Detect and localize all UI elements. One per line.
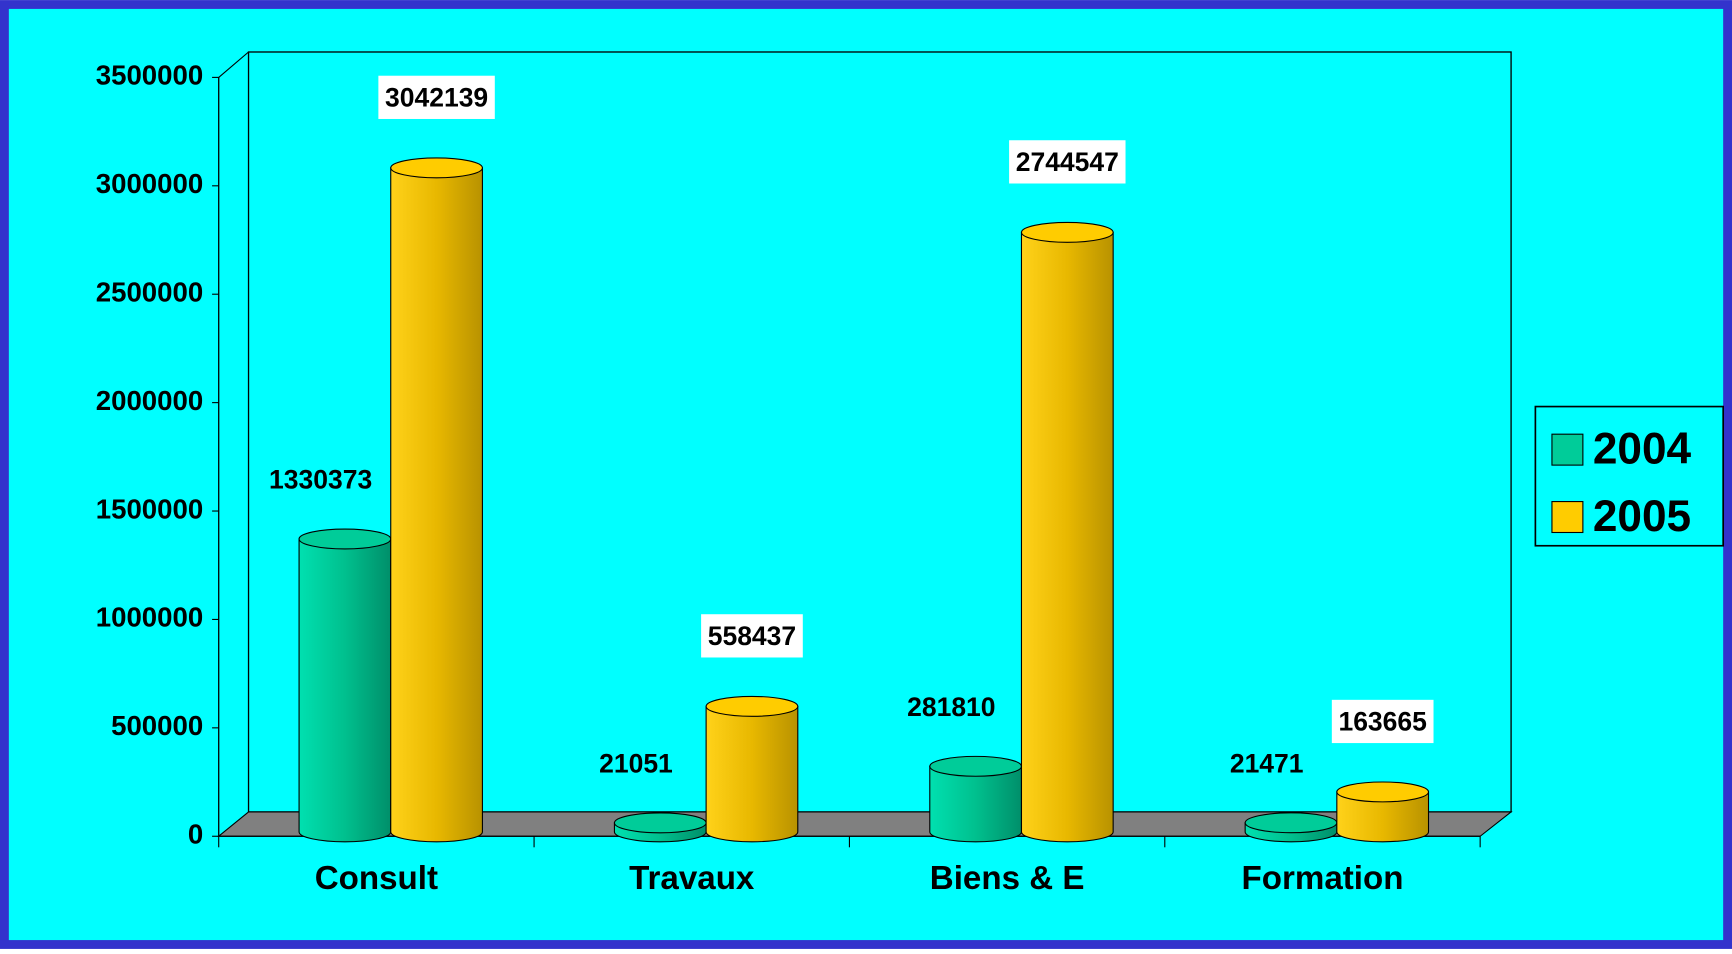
data-label: 1330373 <box>269 465 372 495</box>
bar-part <box>1244 812 1338 834</box>
data-label: 281810 <box>907 692 995 722</box>
data-label-box <box>1331 699 1434 744</box>
bar-part <box>298 538 392 843</box>
data-label-box <box>1009 140 1126 184</box>
y-tick-label: 1000000 <box>96 602 204 633</box>
bar <box>1020 221 1114 843</box>
bar <box>613 812 707 843</box>
y-tick-label: 2000000 <box>96 385 204 416</box>
legend <box>1534 405 1724 547</box>
bar-part <box>1336 791 1430 843</box>
bar <box>1244 812 1338 843</box>
x-tick-label: Consult <box>315 860 438 897</box>
x-tick-label: Travaux <box>629 860 755 897</box>
data-label: 558437 <box>708 621 796 651</box>
bar-part <box>1020 231 1114 843</box>
bar-part <box>1020 221 1114 243</box>
axis-corner <box>218 51 249 78</box>
legend-swatch <box>1551 433 1584 466</box>
bar-part <box>929 755 1023 777</box>
bar-part <box>390 157 483 179</box>
y-tick-label: 3500000 <box>96 60 204 91</box>
data-label-box <box>701 614 803 658</box>
x-tick-label: Biens & E <box>930 860 1085 897</box>
bar-part <box>929 765 1023 843</box>
data-label-box <box>378 75 495 119</box>
legend-swatch <box>1551 501 1584 534</box>
bar <box>390 157 483 843</box>
bar-part <box>298 528 392 550</box>
y-tick-label: 500000 <box>111 710 203 741</box>
bar <box>298 528 392 843</box>
bar <box>705 695 799 843</box>
y-tick-label: 2500000 <box>96 277 204 308</box>
bar-part <box>613 812 707 834</box>
y-tick-label: 1500000 <box>96 493 204 524</box>
data-label: 3042139 <box>385 82 488 112</box>
y-tick-label: 0 <box>188 819 203 850</box>
data-label: 21471 <box>1230 748 1304 778</box>
data-label: 163665 <box>1338 706 1426 736</box>
bar-part <box>705 695 799 717</box>
background <box>8 8 1724 941</box>
legend-label: 2004 <box>1593 425 1692 474</box>
legend-label: 2005 <box>1593 492 1691 541</box>
bar-part <box>1336 781 1430 803</box>
x-tick-label: Formation <box>1242 860 1404 897</box>
y-tick-label: 3000000 <box>96 168 204 199</box>
bar <box>1336 781 1430 843</box>
bar-part <box>705 705 799 843</box>
bar <box>929 755 1023 843</box>
data-label: 21051 <box>599 748 673 778</box>
bar-part <box>390 167 483 843</box>
data-label: 2744547 <box>1016 147 1119 177</box>
